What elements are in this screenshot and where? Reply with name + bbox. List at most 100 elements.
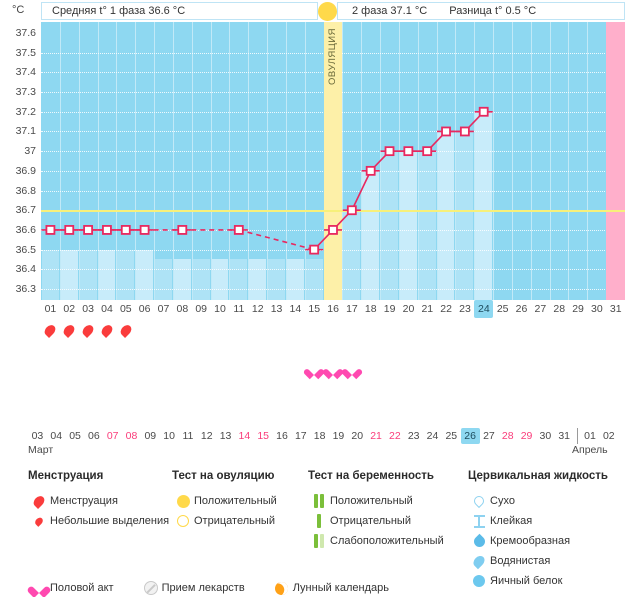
cycle-day-cell[interactable]: 10	[214, 303, 226, 315]
medication-marker-cell[interactable]	[343, 340, 362, 360]
cycle-day-cell[interactable]: 19	[383, 303, 396, 315]
day-temperature-bar[interactable]	[42, 249, 59, 300]
menstruation-marker-cell[interactable]	[267, 320, 286, 340]
date-cell[interactable]: 10	[163, 430, 175, 442]
cervical-fluid-marker-cell[interactable]	[418, 382, 437, 402]
medication-marker-cell[interactable]	[380, 340, 399, 360]
date-cell[interactable]: 21	[370, 430, 382, 442]
cycle-day-cell[interactable]: 07	[157, 303, 170, 315]
data-point-marker[interactable]	[83, 225, 93, 235]
date-cell[interactable]: 04	[50, 430, 63, 442]
date-cell[interactable]: 24	[426, 430, 439, 442]
medication-marker-cell[interactable]	[98, 340, 117, 360]
cervical-fluid-marker-cell[interactable]	[361, 382, 380, 402]
date-cell[interactable]: 07	[106, 430, 119, 442]
medication-marker-cell[interactable]	[305, 340, 324, 360]
menstruation-marker-cell[interactable]	[229, 320, 248, 340]
cervical-fluid-marker-cell[interactable]	[248, 382, 267, 402]
menstruation-marker-cell[interactable]	[248, 320, 267, 340]
intercourse-marker-cell[interactable]	[550, 360, 569, 380]
cycle-day-cell[interactable]: 20	[402, 303, 415, 315]
cycle-day-cell[interactable]: 31	[609, 303, 622, 315]
intercourse-marker-cell[interactable]	[399, 360, 418, 380]
date-cell[interactable]: 22	[389, 430, 401, 442]
medication-marker-cell[interactable]	[569, 340, 588, 360]
cervical-fluid-marker-cell[interactable]	[437, 382, 456, 402]
medication-marker-cell[interactable]	[41, 340, 60, 360]
date-cell[interactable]: 13	[219, 430, 232, 442]
cycle-day-cell[interactable]: 21	[421, 303, 434, 315]
date-cell[interactable]: 14	[238, 430, 251, 442]
intercourse-marker-cell[interactable]	[569, 360, 588, 380]
data-point-marker[interactable]	[346, 205, 357, 216]
intercourse-marker-cell[interactable]	[305, 360, 324, 380]
cervical-fluid-marker-cell[interactable]	[286, 382, 305, 402]
menstruation-marker-cell[interactable]	[493, 320, 512, 340]
cervical-fluid-marker-cell[interactable]	[116, 382, 135, 402]
intercourse-marker-cell[interactable]	[587, 360, 606, 380]
cervical-fluid-marker-cell[interactable]	[569, 382, 588, 402]
data-point-marker[interactable]	[478, 106, 489, 117]
intercourse-marker-cell[interactable]	[324, 360, 343, 380]
medication-marker-cell[interactable]	[324, 340, 343, 360]
cycle-day-cell[interactable]: 22	[440, 303, 452, 315]
data-point-marker[interactable]	[422, 146, 433, 157]
cervical-fluid-marker-cell[interactable]	[324, 382, 343, 402]
medication-marker-cell[interactable]	[154, 340, 173, 360]
date-cell-selected[interactable]: 26	[460, 428, 480, 444]
date-cell[interactable]: 20	[351, 430, 364, 442]
medication-marker-cell[interactable]	[587, 340, 606, 360]
date-cell[interactable]: 02	[602, 430, 615, 442]
cycle-day-cell[interactable]: 16	[327, 303, 339, 315]
medication-marker-cell[interactable]	[267, 340, 286, 360]
data-point-marker[interactable]	[365, 165, 376, 176]
medication-marker-cell[interactable]	[512, 340, 531, 360]
day-temperature-bar[interactable]	[79, 249, 97, 300]
intercourse-marker-cell[interactable]	[418, 360, 437, 380]
date-cell[interactable]: 15	[257, 430, 269, 442]
cervical-fluid-marker-cell[interactable]	[606, 382, 625, 402]
date-cell[interactable]: 18	[313, 430, 326, 442]
cycle-day-cell[interactable]: 30	[591, 303, 603, 315]
intercourse-marker-cell[interactable]	[116, 360, 135, 380]
cervical-fluid-marker-cell[interactable]	[229, 382, 248, 402]
data-point-marker[interactable]	[45, 225, 56, 235]
day-temperature-bar[interactable]	[117, 249, 135, 300]
cycle-day-cell[interactable]: 14	[289, 303, 302, 315]
cervical-fluid-marker-cell[interactable]	[399, 382, 418, 402]
date-cell[interactable]: 08	[125, 430, 138, 442]
cervical-fluid-marker-cell[interactable]	[305, 382, 324, 402]
menstruation-marker-cell[interactable]	[211, 320, 230, 340]
intercourse-marker-cell[interactable]	[192, 360, 211, 380]
cervical-fluid-marker-cell[interactable]	[512, 382, 531, 402]
intercourse-marker-cell[interactable]	[41, 360, 60, 380]
date-cell[interactable]: 23	[407, 430, 420, 442]
medication-marker-cell[interactable]	[493, 340, 512, 360]
cervical-fluid-marker-cell[interactable]	[41, 382, 60, 402]
intercourse-marker-cell[interactable]	[248, 360, 267, 380]
cervical-fluid-marker-cell[interactable]	[211, 382, 230, 402]
intercourse-marker-cell[interactable]	[211, 360, 230, 380]
cervical-fluid-marker-cell[interactable]	[474, 382, 493, 402]
menstruation-marker-cell[interactable]	[60, 320, 79, 340]
cycle-day-cell[interactable]: 08	[176, 303, 189, 315]
cervical-fluid-marker-cell[interactable]	[493, 382, 512, 402]
date-cell[interactable]: 12	[200, 430, 213, 442]
menstruation-marker-cell[interactable]	[456, 320, 475, 340]
intercourse-marker-cell[interactable]	[437, 360, 456, 380]
intercourse-marker-cell[interactable]	[267, 360, 286, 380]
medication-marker-cell[interactable]	[286, 340, 305, 360]
medication-marker-cell[interactable]	[135, 340, 154, 360]
cycle-day-cell[interactable]: 04	[101, 303, 113, 315]
medication-marker-cell[interactable]	[456, 340, 475, 360]
intercourse-marker-cell[interactable]	[606, 360, 625, 380]
cycle-day-cell[interactable]: 23	[459, 303, 471, 315]
medication-marker-cell[interactable]	[474, 340, 493, 360]
medication-marker-cell[interactable]	[60, 340, 79, 360]
menstruation-marker-cell[interactable]	[154, 320, 173, 340]
intercourse-marker-cell[interactable]	[229, 360, 248, 380]
date-cell[interactable]: 17	[294, 430, 307, 442]
medication-marker-cell[interactable]	[192, 340, 211, 360]
cycle-day-selected[interactable]: 24	[474, 300, 494, 318]
date-cell[interactable]: 31	[558, 430, 570, 442]
